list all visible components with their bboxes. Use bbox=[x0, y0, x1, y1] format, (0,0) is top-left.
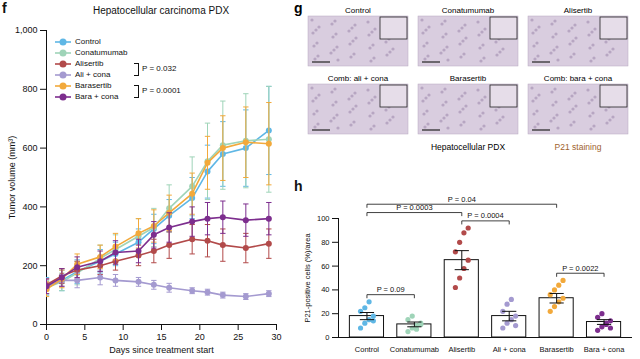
svg-text:0: 0 bbox=[325, 333, 329, 342]
svg-text:20: 20 bbox=[195, 332, 205, 342]
svg-text:P21 staining: P21 staining bbox=[555, 142, 602, 152]
html-text:Alisertib: Alisertib bbox=[75, 59, 104, 68]
html-text:Ali + cona: Ali + cona bbox=[75, 70, 111, 79]
svg-text:Control: Control bbox=[355, 345, 380, 354]
svg-text:P = 0.0022: P = 0.0022 bbox=[562, 264, 598, 273]
svg-text:Days since treatment start: Days since treatment start bbox=[109, 345, 214, 355]
svg-text:Hepatocellular PDX: Hepatocellular PDX bbox=[431, 142, 506, 152]
svg-text:10: 10 bbox=[118, 332, 128, 342]
svg-text:Alisertib: Alisertib bbox=[448, 345, 475, 354]
svg-text:0: 0 bbox=[44, 332, 49, 342]
svg-text:200: 200 bbox=[22, 261, 37, 271]
svg-text:800: 800 bbox=[22, 84, 37, 94]
html-text:h: h bbox=[294, 178, 303, 194]
svg-text:600: 600 bbox=[22, 143, 37, 153]
html-text:P = 0.0001: P = 0.0001 bbox=[142, 85, 181, 95]
svg-text:Control: Control bbox=[345, 6, 371, 15]
svg-text:25: 25 bbox=[233, 332, 243, 342]
svg-text:P = 0.0003: P = 0.0003 bbox=[396, 203, 432, 212]
svg-text:1,000: 1,000 bbox=[15, 25, 38, 35]
svg-text:5: 5 bbox=[82, 332, 87, 342]
svg-text:15: 15 bbox=[156, 332, 166, 342]
svg-text:P = 0.09: P = 0.09 bbox=[377, 285, 405, 294]
svg-text:20: 20 bbox=[321, 309, 329, 318]
svg-text:Alisertib: Alisertib bbox=[564, 6, 593, 15]
svg-text:80: 80 bbox=[321, 238, 329, 247]
svg-text:40: 40 bbox=[321, 285, 329, 294]
svg-text:30: 30 bbox=[271, 332, 281, 342]
svg-text:Tumor volume (mm³): Tumor volume (mm³) bbox=[7, 136, 17, 220]
html-text:Hepatocellular carcinoma PDX: Hepatocellular carcinoma PDX bbox=[92, 5, 230, 16]
svg-text:g: g bbox=[294, 0, 303, 16]
svg-text:Barasertib: Barasertib bbox=[450, 74, 487, 83]
html-text:Control: Control bbox=[75, 37, 101, 46]
html-text:Conatumumab: Conatumumab bbox=[75, 48, 128, 57]
svg-text:P21-positive cells (%)/area: P21-positive cells (%)/area bbox=[303, 233, 312, 323]
html-text:Bara + cona: Bara + cona bbox=[75, 92, 119, 101]
svg-text:Conatumumab: Conatumumab bbox=[390, 345, 439, 354]
html-text:P = 0.032: P = 0.032 bbox=[142, 63, 177, 73]
svg-text:0: 0 bbox=[32, 319, 37, 329]
svg-text:Comb: bara + cona: Comb: bara + cona bbox=[544, 74, 613, 83]
svg-text:Conatumumab: Conatumumab bbox=[442, 6, 495, 15]
svg-text:Bara + cona: Bara + cona bbox=[584, 345, 625, 354]
svg-text:Barasertib: Barasertib bbox=[540, 345, 574, 354]
html-text:f: f bbox=[2, 0, 7, 16]
svg-text:60: 60 bbox=[321, 262, 329, 271]
svg-text:100: 100 bbox=[317, 214, 330, 223]
svg-text:P = 0.04: P = 0.04 bbox=[448, 195, 476, 204]
svg-text:P = 0.0004: P = 0.0004 bbox=[467, 211, 503, 220]
svg-text:Ali + cona: Ali + cona bbox=[493, 345, 527, 354]
svg-text:Comb: ali + cona: Comb: ali + cona bbox=[328, 74, 389, 83]
svg-text:400: 400 bbox=[22, 202, 37, 212]
html-text:Barasertib: Barasertib bbox=[75, 81, 112, 90]
